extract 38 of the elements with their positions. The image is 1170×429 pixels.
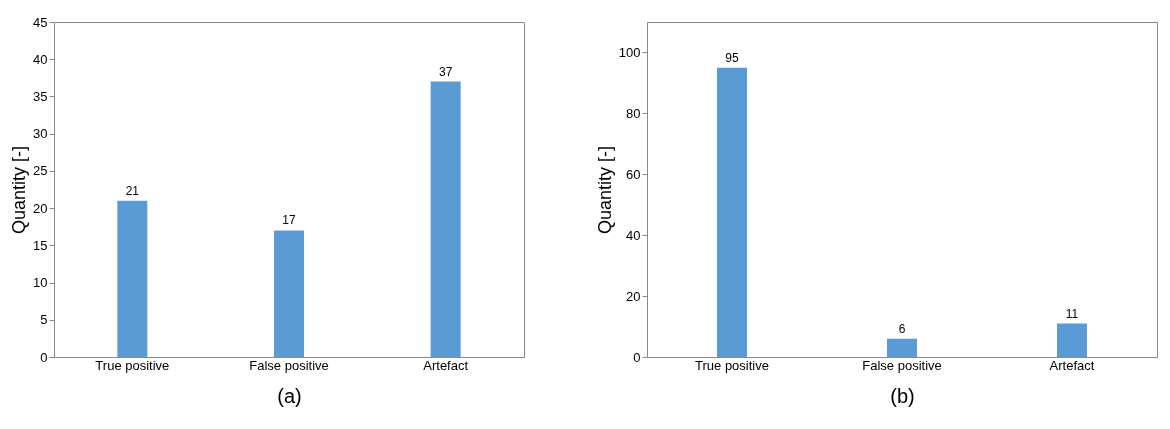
y-axis-title: Quantity [-] [9, 145, 30, 235]
y-tick-label: 80 [626, 105, 641, 121]
x-tick-label: Artefact [423, 357, 469, 373]
y-tick-label: 0 [633, 349, 641, 365]
x-axis-title: (a) [277, 384, 302, 407]
bar [274, 230, 304, 357]
y-tick-label: 20 [626, 288, 641, 304]
data-label: 21 [125, 183, 140, 198]
y-tick-label: 25 [33, 163, 48, 179]
bar [717, 67, 747, 357]
bar [117, 200, 148, 357]
x-tick-label: False positive [862, 357, 942, 373]
y-tick-label: 20 [33, 200, 48, 216]
y-tick-label: 35 [33, 88, 48, 104]
y-tick-label: 40 [626, 227, 641, 243]
x-tick-label: Artefact [1049, 357, 1095, 373]
y-tick-label: 30 [33, 126, 48, 142]
x-tick-label: False positive [249, 357, 329, 373]
y-tick-label: 0 [40, 349, 48, 365]
bar [430, 81, 461, 357]
data-label: 95 [725, 50, 739, 65]
bar [887, 338, 917, 357]
x-tick-label: True positive [95, 357, 170, 373]
data-label: 6 [898, 321, 906, 336]
x-axis-title: (b) [890, 384, 915, 407]
y-tick-label: 100 [618, 44, 641, 60]
data-label: 17 [282, 213, 296, 228]
y-axis-title: Quantity [-] [594, 145, 615, 235]
y-tick-label: 45 [33, 14, 48, 30]
data-label: 11 [1065, 306, 1079, 321]
x-tick-label: True positive [695, 357, 769, 373]
y-tick-label: 5 [40, 312, 48, 328]
data-label: 37 [438, 64, 453, 79]
y-tick-label: 60 [626, 166, 641, 182]
y-tick-label: 40 [33, 51, 48, 67]
y-tick-label: 15 [33, 237, 48, 253]
y-tick-label: 10 [33, 275, 48, 291]
bar [1057, 323, 1087, 357]
